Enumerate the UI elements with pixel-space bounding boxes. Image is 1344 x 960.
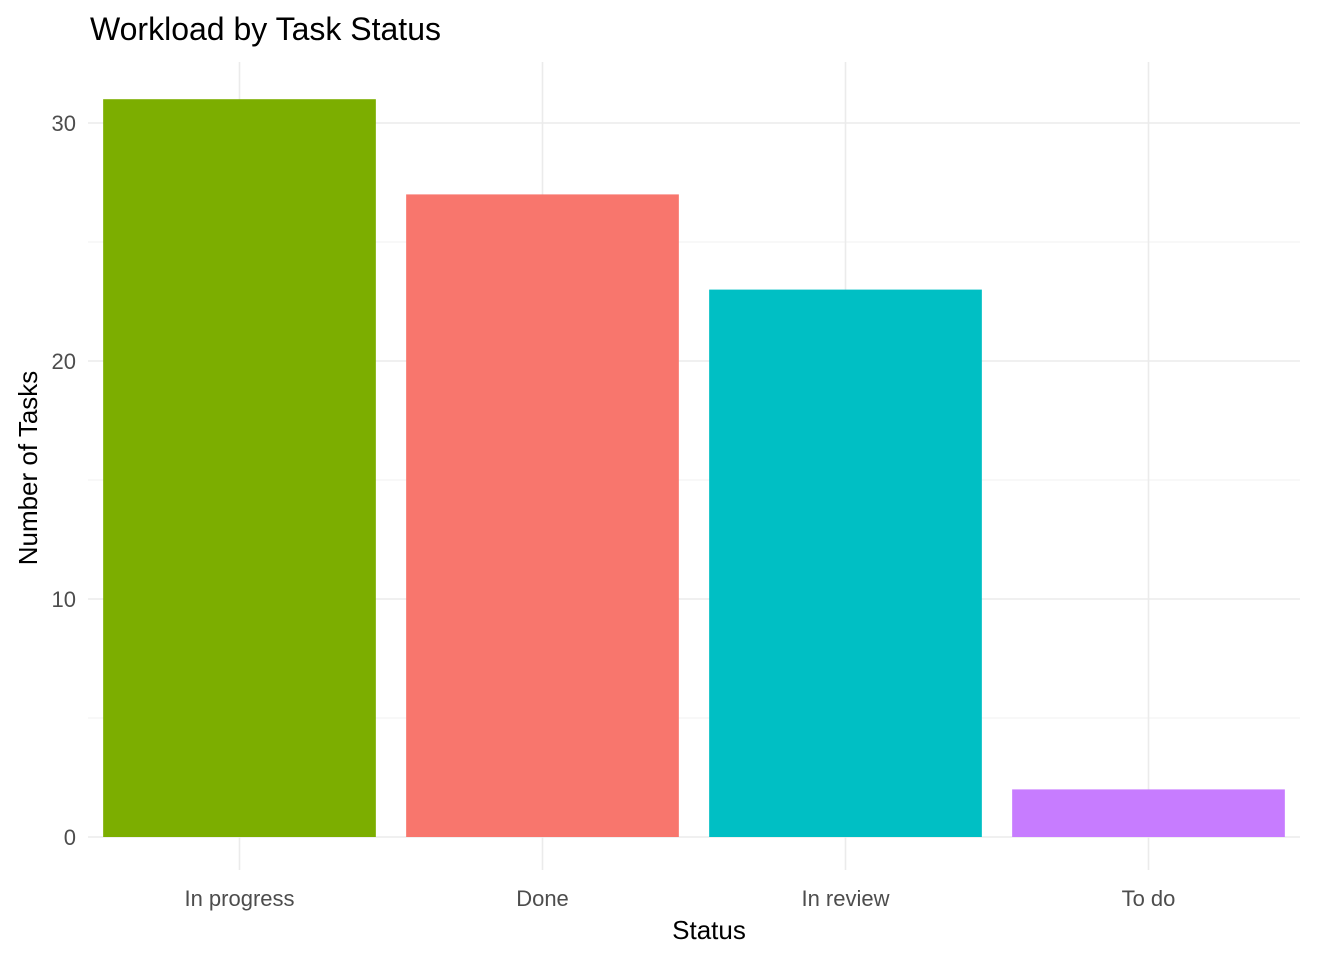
x-tick-label: Done bbox=[516, 886, 569, 911]
bar-in-review bbox=[709, 289, 982, 838]
y-axis-ticks: 0 10 20 30 bbox=[52, 111, 76, 850]
bar-to-do bbox=[1012, 789, 1285, 837]
x-tick-label: To do bbox=[1122, 886, 1176, 911]
bar-in-progress bbox=[103, 99, 376, 837]
y-tick-label: 0 bbox=[64, 825, 76, 850]
x-axis-ticks: In progress Done In review To do bbox=[184, 886, 1175, 911]
x-tick-label: In review bbox=[801, 886, 889, 911]
bars bbox=[103, 99, 1285, 838]
y-tick-label: 30 bbox=[52, 111, 76, 136]
x-axis-title: Status bbox=[672, 915, 746, 945]
chart-title: Workload by Task Status bbox=[90, 11, 441, 47]
y-axis-title: Number of Tasks bbox=[13, 371, 43, 566]
x-tick-label: In progress bbox=[184, 886, 294, 911]
y-tick-label: 20 bbox=[52, 349, 76, 374]
y-tick-label: 10 bbox=[52, 587, 76, 612]
bar-done bbox=[406, 194, 679, 837]
